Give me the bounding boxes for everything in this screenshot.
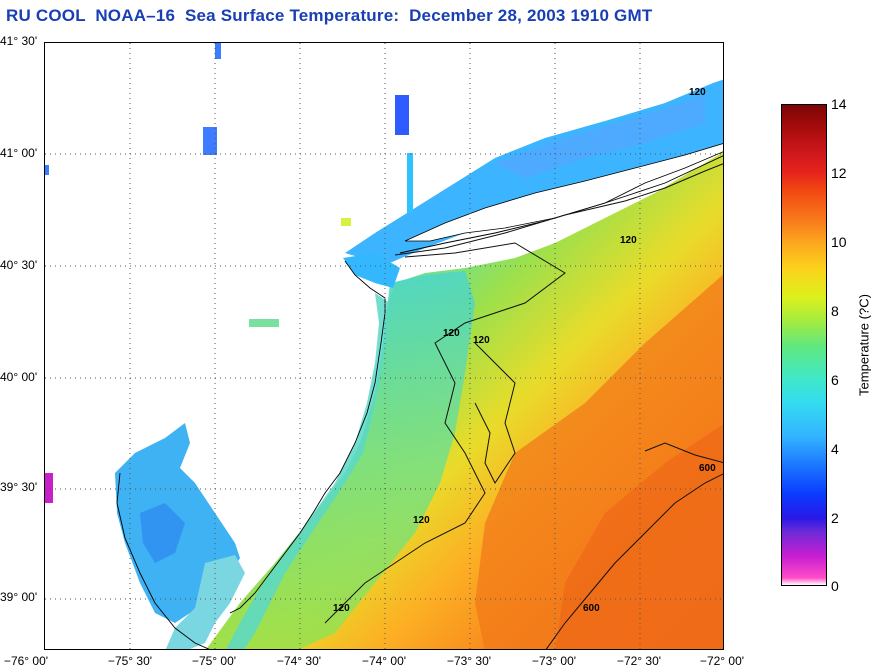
cloud-speck [215, 43, 221, 59]
lon-label: −76° 00' [3, 654, 49, 668]
lon-label: −75° 00' [191, 654, 237, 668]
lat-label: 39° 00' [0, 590, 38, 604]
lon-label: −74° 00' [361, 654, 407, 668]
cloud-speck [45, 165, 49, 175]
contour-label: 600 [583, 603, 600, 614]
contour-label: 120 [413, 515, 430, 526]
colorbar-tick: 2 [831, 510, 839, 526]
colorbar-tick: 10 [831, 234, 847, 250]
contour-label: 120 [443, 328, 460, 339]
isobath-120 [394, 163, 723, 256]
delaware-bay-inner [140, 503, 185, 563]
shelf-water [206, 271, 475, 649]
colorbar-tick: 6 [831, 372, 839, 388]
map-title: RU COOL NOAA–16 Sea Surface Temperature:… [6, 6, 653, 25]
contour-label: 120 [333, 603, 350, 614]
long-island [404, 143, 723, 242]
colorbar-tick: 12 [831, 165, 847, 181]
cloud-speck [395, 95, 409, 135]
isobath-600 [644, 442, 723, 463]
delaware-coastline [116, 472, 210, 649]
lat-label: 40° 00' [0, 370, 38, 384]
colorbar-label: Temperature (?C) [856, 294, 872, 396]
ny-bight-cold [343, 253, 400, 288]
cloud-speck [203, 127, 217, 155]
graticule [45, 43, 723, 649]
cloud-speck [45, 473, 53, 503]
contour-label: 120 [620, 235, 637, 246]
lat-label: 41° 30' [0, 34, 38, 48]
lon-label: −73° 30' [446, 654, 492, 668]
long-island-sound-cold [495, 95, 705, 178]
isobath-labels: 120 120 120 120 120 120 600 600 [333, 87, 716, 614]
isobath-600 [545, 473, 723, 649]
nj-coastline [229, 260, 386, 614]
warm-core-2 [555, 424, 723, 649]
lon-label: −72° 00' [699, 654, 745, 668]
sst-map-canvas: 120 120 120 120 120 120 600 600 [45, 43, 723, 649]
sst-map[interactable]: 120 120 120 120 120 120 600 600 [44, 42, 724, 650]
lon-label: −74° 30' [276, 654, 322, 668]
cloud-speck [341, 218, 351, 226]
colorbar-tick: 0 [831, 578, 839, 594]
lon-label: −73° 00' [531, 654, 577, 668]
colorbar-tick: 14 [831, 96, 847, 112]
contour-label: 120 [473, 335, 490, 346]
lat-label: 41° 00' [0, 146, 38, 160]
isobath-120 [474, 342, 516, 484]
lat-label: 39° 30' [0, 480, 38, 494]
lat-label: 40° 30' [0, 258, 38, 272]
colorbar-tick: 8 [831, 303, 839, 319]
lon-label: −75° 30' [107, 654, 153, 668]
contour-label: 600 [699, 463, 716, 474]
isobath-120 [324, 242, 566, 624]
temperature-colorbar [781, 104, 827, 586]
lon-label: −72° 30' [616, 654, 662, 668]
isobaths [324, 163, 723, 649]
colorbar-tick: 4 [831, 441, 839, 457]
cloud-speck [407, 153, 413, 213]
delaware-bay-mouth [165, 555, 245, 649]
contour-label: 120 [689, 87, 706, 98]
cloud-speck [249, 319, 279, 327]
